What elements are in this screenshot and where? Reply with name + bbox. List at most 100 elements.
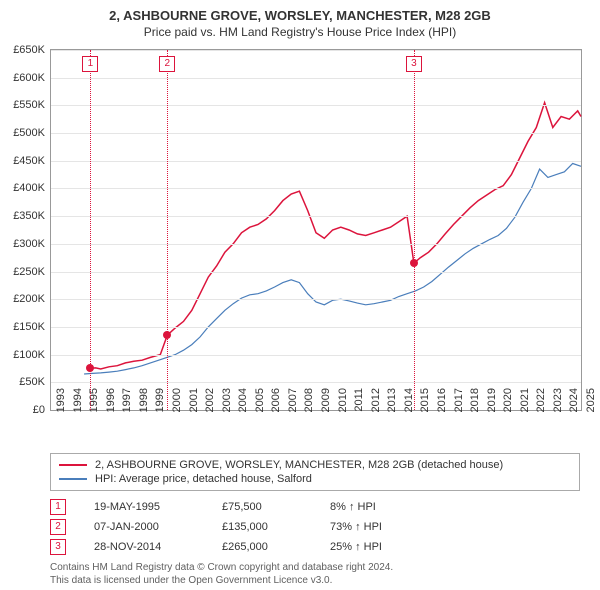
legend-label: HPI: Average price, detached house, Salf… — [95, 473, 312, 485]
x-axis-label: 2022 — [535, 388, 547, 418]
transaction-badge: 2 — [50, 519, 66, 535]
gridline — [51, 50, 581, 51]
gridline — [51, 161, 581, 162]
transaction-pct: 8% ↑ HPI — [330, 501, 420, 513]
x-axis-label: 2025 — [585, 388, 597, 418]
transaction-price: £265,000 — [222, 541, 302, 553]
price-chart: £0£50K£100K£150K£200K£250K£300K£350K£400… — [50, 49, 582, 411]
x-axis-label: 2012 — [370, 388, 382, 418]
footer-line-2: This data is licensed under the Open Gov… — [50, 574, 580, 587]
gridline — [51, 355, 581, 356]
transaction-marker-badge: 1 — [82, 56, 98, 72]
gridline — [51, 382, 581, 383]
chart-legend: 2, ASHBOURNE GROVE, WORSLEY, MANCHESTER,… — [50, 453, 580, 491]
transaction-marker-dot — [86, 364, 94, 372]
transaction-price: £135,000 — [222, 521, 302, 533]
x-axis-label: 1997 — [121, 388, 133, 418]
x-axis-label: 2002 — [204, 388, 216, 418]
y-axis-label: £450K — [5, 155, 45, 167]
x-axis-label: 2015 — [419, 388, 431, 418]
x-axis-label: 2011 — [353, 388, 365, 418]
transaction-marker-dot — [163, 331, 171, 339]
series-line — [90, 103, 581, 369]
x-axis-label: 2020 — [502, 388, 514, 418]
gridline — [51, 299, 581, 300]
y-axis-label: £300K — [5, 238, 45, 250]
y-axis-label: £600K — [5, 72, 45, 84]
legend-swatch — [59, 478, 87, 480]
x-axis-label: 2006 — [270, 388, 282, 418]
transaction-marker-badge: 2 — [159, 56, 175, 72]
gridline — [51, 133, 581, 134]
transaction-row: 2 07-JAN-2000 £135,000 73% ↑ HPI — [50, 517, 580, 537]
legend-label: 2, ASHBOURNE GROVE, WORSLEY, MANCHESTER,… — [95, 459, 503, 471]
transactions-table: 1 19-MAY-1995 £75,500 8% ↑ HPI 2 07-JAN-2000 £… — [50, 497, 580, 557]
y-axis-label: £50K — [5, 376, 45, 388]
x-axis-label: 2017 — [453, 388, 465, 418]
x-axis-label: 1996 — [105, 388, 117, 418]
gridline — [51, 216, 581, 217]
x-axis-label: 2018 — [469, 388, 481, 418]
footer-line-1: Contains HM Land Registry data © Crown c… — [50, 561, 580, 574]
x-axis-label: 2008 — [303, 388, 315, 418]
y-axis-label: £550K — [5, 99, 45, 111]
x-axis-label: 2021 — [519, 388, 531, 418]
x-axis-label: 2000 — [171, 388, 183, 418]
gridline — [51, 244, 581, 245]
y-axis-label: £100K — [5, 349, 45, 361]
transaction-row: 1 19-MAY-1995 £75,500 8% ↑ HPI — [50, 497, 580, 517]
transaction-marker-badge: 3 — [406, 56, 422, 72]
transaction-price: £75,500 — [222, 501, 302, 513]
x-axis-label: 2003 — [221, 388, 233, 418]
y-axis-label: £350K — [5, 210, 45, 222]
y-axis-label: £400K — [5, 182, 45, 194]
y-axis-label: £200K — [5, 293, 45, 305]
x-axis-label: 1998 — [138, 388, 150, 418]
chart-subtitle: Price paid vs. HM Land Registry's House … — [0, 25, 600, 39]
series-line — [84, 164, 581, 375]
transaction-marker-line — [90, 50, 91, 410]
transaction-date: 07-JAN-2000 — [94, 521, 194, 533]
gridline — [51, 78, 581, 79]
y-axis-label: £500K — [5, 127, 45, 139]
y-axis-label: £150K — [5, 321, 45, 333]
transaction-marker-line — [167, 50, 168, 410]
transaction-marker-dot — [410, 259, 418, 267]
y-axis-label: £650K — [5, 44, 45, 56]
transaction-row: 3 28-NOV-2014 £265,000 25% ↑ HPI — [50, 537, 580, 557]
transaction-pct: 25% ↑ HPI — [330, 541, 420, 553]
transaction-date: 19-MAY-1995 — [94, 501, 194, 513]
gridline — [51, 327, 581, 328]
x-axis-label: 2016 — [436, 388, 448, 418]
x-axis-label: 2023 — [552, 388, 564, 418]
y-axis-label: £0 — [5, 404, 45, 416]
x-axis-label: 1993 — [55, 388, 67, 418]
chart-lines — [51, 50, 581, 410]
chart-title: 2, ASHBOURNE GROVE, WORSLEY, MANCHESTER,… — [0, 8, 600, 23]
transaction-badge: 1 — [50, 499, 66, 515]
legend-item: 2, ASHBOURNE GROVE, WORSLEY, MANCHESTER,… — [59, 458, 571, 472]
legend-swatch — [59, 464, 87, 466]
legend-item: HPI: Average price, detached house, Salf… — [59, 472, 571, 486]
gridline — [51, 272, 581, 273]
footer-attribution: Contains HM Land Registry data © Crown c… — [50, 561, 580, 587]
x-axis-label: 2007 — [287, 388, 299, 418]
chart-title-block: 2, ASHBOURNE GROVE, WORSLEY, MANCHESTER,… — [0, 0, 600, 39]
x-axis-label: 2004 — [237, 388, 249, 418]
x-axis-label: 2005 — [254, 388, 266, 418]
transaction-date: 28-NOV-2014 — [94, 541, 194, 553]
x-axis-label: 1999 — [154, 388, 166, 418]
x-axis-label: 2001 — [188, 388, 200, 418]
gridline — [51, 105, 581, 106]
x-axis-label: 1994 — [72, 388, 84, 418]
y-axis-label: £250K — [5, 266, 45, 278]
x-axis-label: 2010 — [337, 388, 349, 418]
transaction-marker-line — [414, 50, 415, 410]
transaction-pct: 73% ↑ HPI — [330, 521, 420, 533]
x-axis-label: 2009 — [320, 388, 332, 418]
x-axis-label: 2019 — [486, 388, 498, 418]
x-axis-label: 2013 — [386, 388, 398, 418]
gridline — [51, 188, 581, 189]
x-axis-label: 2024 — [568, 388, 580, 418]
transaction-badge: 3 — [50, 539, 66, 555]
